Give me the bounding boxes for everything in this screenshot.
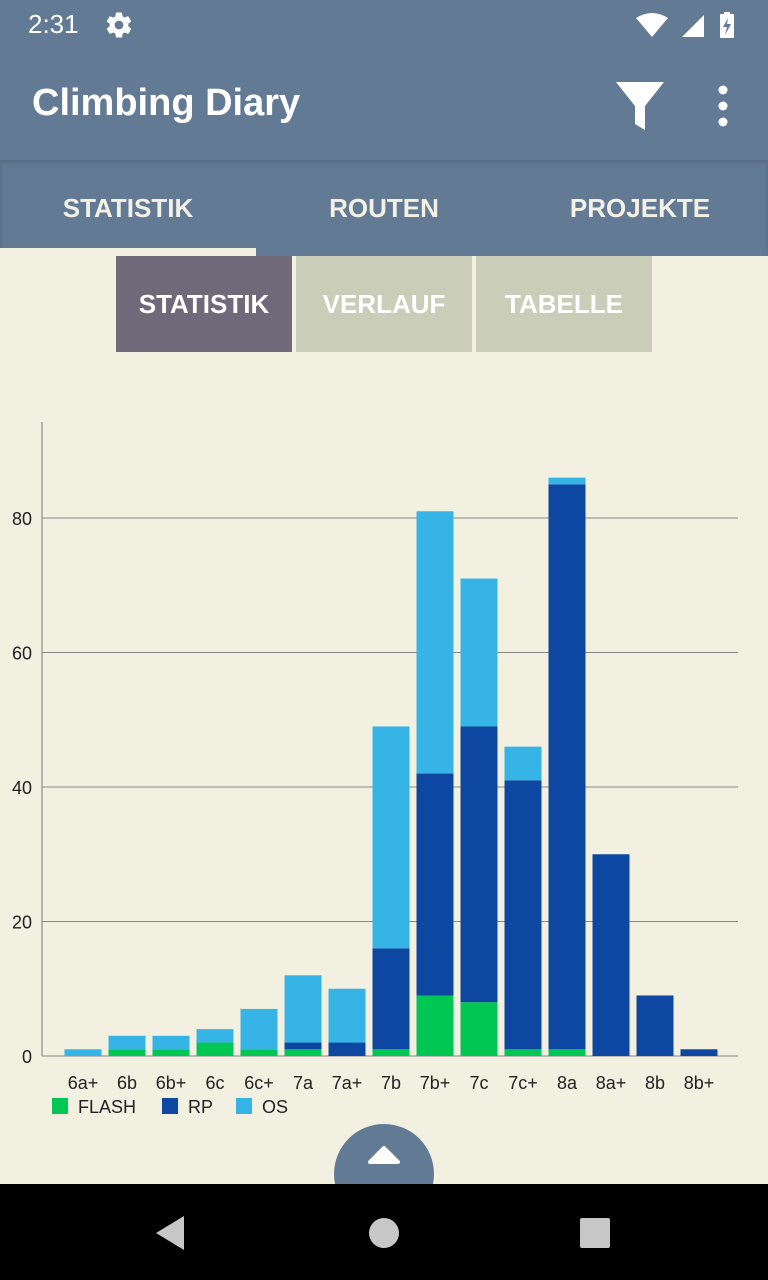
x-tick-label: 7c xyxy=(469,1073,488,1093)
x-tick-label: 7a xyxy=(293,1073,314,1093)
tab-projekte[interactable]: PROJEKTE xyxy=(569,192,711,223)
bar-flash-6c xyxy=(196,1042,234,1056)
bar-flash-7c xyxy=(460,1002,498,1056)
legend-label-os: OS xyxy=(262,1097,288,1117)
x-tick-label: 7a+ xyxy=(332,1073,363,1093)
segment-verlauf[interactable]: VERLAUF xyxy=(296,256,472,352)
wifi-icon xyxy=(636,13,668,37)
status-bar: 2:31 xyxy=(0,0,768,52)
x-tick-label: 8a+ xyxy=(596,1073,627,1093)
bar-flash-7c+ xyxy=(504,1049,542,1056)
x-tick-label: 6b xyxy=(117,1073,137,1093)
tab-indicator xyxy=(0,248,256,256)
bar-flash-7b+ xyxy=(416,995,454,1056)
x-tick-label: 8b xyxy=(645,1073,665,1093)
bar-flash-7b xyxy=(372,1049,410,1056)
app-title: Climbing Diary xyxy=(32,82,301,124)
y-tick-label: 20 xyxy=(12,913,32,933)
bar-rp-7c+ xyxy=(504,780,542,1050)
filter-icon[interactable] xyxy=(612,78,668,134)
bar-rp-7b xyxy=(372,948,410,1050)
bar-os-7a+ xyxy=(328,988,366,1043)
bar-flash-6b xyxy=(108,1049,146,1056)
y-tick-label: 60 xyxy=(12,644,32,664)
x-tick-label: 7b xyxy=(381,1073,401,1093)
tab-statistik[interactable]: STATISTIK xyxy=(62,192,194,223)
y-tick-label: 80 xyxy=(12,509,32,529)
more-vert-icon[interactable] xyxy=(700,80,746,132)
bar-os-6b+ xyxy=(152,1035,190,1050)
status-icons xyxy=(636,12,734,38)
x-tick-label: 8a xyxy=(557,1073,578,1093)
bar-os-6c+ xyxy=(240,1008,278,1050)
x-tick-label: 6b+ xyxy=(156,1073,187,1093)
legend-label-rp: RP xyxy=(188,1097,213,1117)
bar-os-7b xyxy=(372,726,410,949)
x-tick-label: 8b+ xyxy=(684,1073,715,1093)
bar-os-7c xyxy=(460,578,498,727)
bar-rp-7c xyxy=(460,726,498,1003)
home-icon[interactable] xyxy=(359,1208,409,1258)
x-tick-label: 6c xyxy=(205,1073,224,1093)
bar-rp-7a+ xyxy=(328,1042,366,1056)
gear-icon xyxy=(106,12,132,38)
x-tick-label: 7b+ xyxy=(420,1073,451,1093)
bar-os-6a+ xyxy=(64,1049,102,1056)
grade-statistics-chart: 0 20 40 60 80 6a+ 6b 6b+ 6c 6c+ 7a 7a+ 7b 7b+ 7c 7c+ 8a 8… xyxy=(12,422,738,1117)
bar-rp-8a+ xyxy=(592,854,630,1056)
segment-statistik[interactable]: STATISTIK xyxy=(116,256,292,352)
segment-tabelle[interactable]: TABELLE xyxy=(476,256,652,352)
x-tick-label: 6c+ xyxy=(244,1073,274,1093)
chevron-up-icon xyxy=(368,1146,400,1164)
legend-swatch-rp xyxy=(162,1098,178,1114)
bar-rp-7b+ xyxy=(416,773,454,996)
x-tick-label: 6a+ xyxy=(68,1073,99,1093)
bar-rp-8b xyxy=(636,995,674,1056)
signal-icon xyxy=(682,15,704,37)
system-navigation-bar xyxy=(0,1184,768,1280)
tab-routen[interactable]: ROUTEN xyxy=(329,192,439,223)
bar-os-7c+ xyxy=(504,746,542,781)
legend-swatch-flash xyxy=(52,1098,68,1114)
bar-rp-8b+ xyxy=(680,1049,718,1056)
bar-flash-8a xyxy=(548,1049,586,1056)
bar-flash-7a xyxy=(284,1049,322,1056)
y-tick-label: 40 xyxy=(12,778,32,798)
status-time: 2:31 xyxy=(28,9,79,39)
bar-os-6c xyxy=(196,1029,234,1043)
legend-swatch-os xyxy=(236,1098,252,1114)
app-bar: Climbing Diary xyxy=(0,52,768,160)
back-icon[interactable] xyxy=(148,1208,198,1258)
bar-flash-6c+ xyxy=(240,1049,278,1056)
recents-icon[interactable] xyxy=(570,1208,620,1258)
bar-os-7a xyxy=(284,975,322,1043)
bar-flash-6b+ xyxy=(152,1049,190,1056)
legend-label-flash: FLASH xyxy=(78,1097,136,1117)
bar-rp-7a xyxy=(284,1042,322,1050)
x-tick-label: 7c+ xyxy=(508,1073,538,1093)
bar-os-8a xyxy=(548,477,586,485)
bar-os-6b xyxy=(108,1035,146,1050)
bar-os-7b+ xyxy=(416,511,454,774)
bar-rp-8a xyxy=(548,484,586,1050)
main-tabs: STATISTIK ROUTEN PROJEKTE xyxy=(0,160,768,256)
y-tick-label: 0 xyxy=(22,1047,32,1067)
